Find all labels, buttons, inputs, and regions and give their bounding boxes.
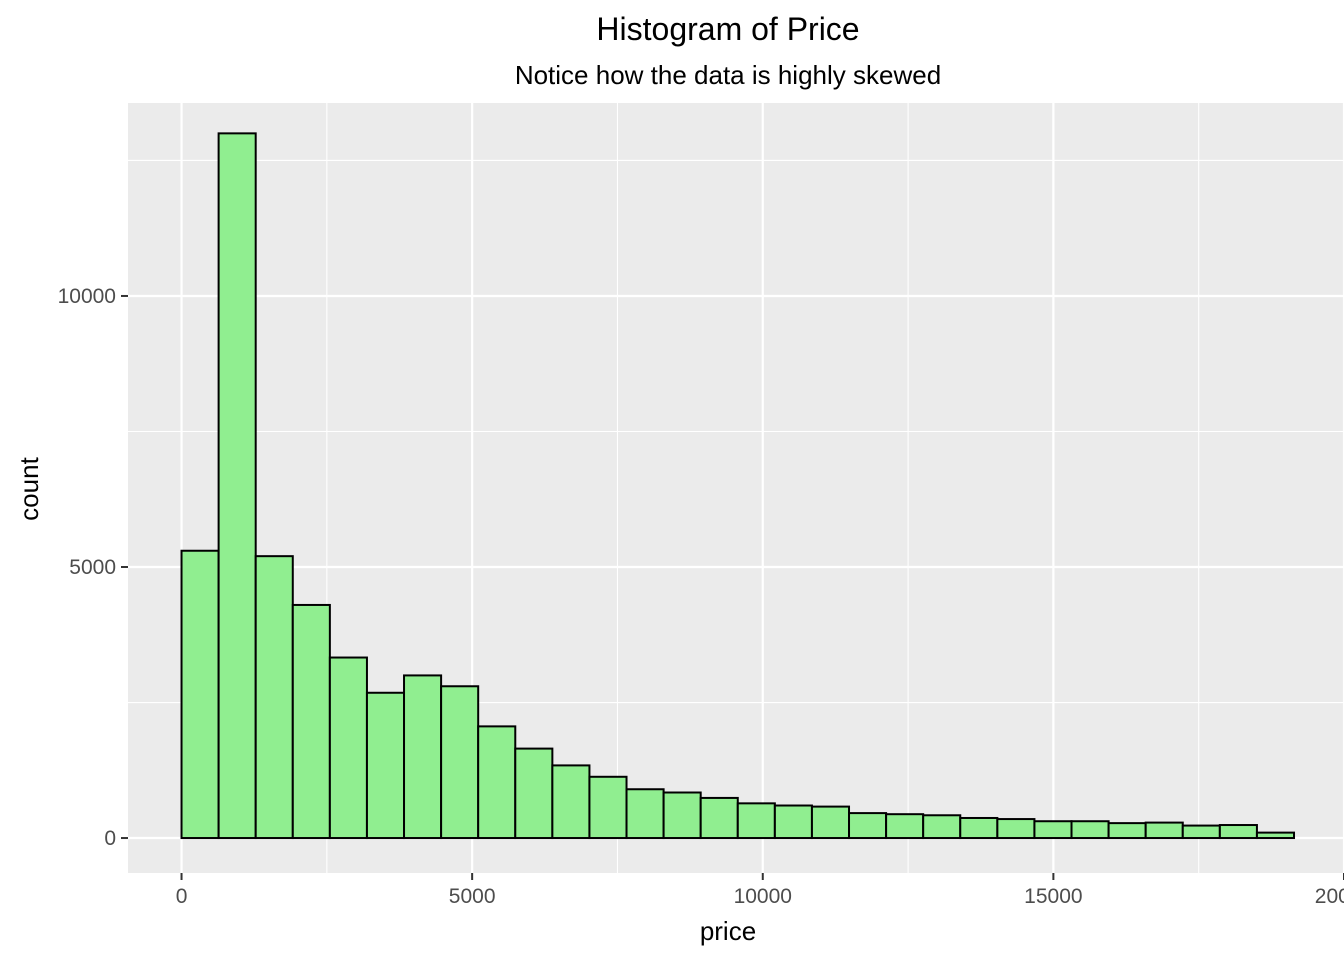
histogram-bar [328,656,368,840]
y-tick-label: 5000 [69,556,116,579]
histogram-bar [699,796,739,840]
histogram-bar [625,788,665,840]
y-tick-label: 0 [104,827,116,850]
histogram-bar [922,814,962,840]
histogram-bar [403,674,443,840]
histogram-bar [848,812,888,840]
histogram-bar [180,549,220,840]
histogram-bar [773,804,813,840]
histogram-bar [959,816,999,840]
histogram-bar [1070,820,1110,840]
histogram-bar [1144,821,1184,840]
histogram-bars [180,132,1296,840]
histogram-bar [1033,820,1073,840]
histogram-bar [217,132,257,840]
y-tick-label: 10000 [58,285,116,308]
histogram-bar [1255,831,1296,840]
chart-title: Histogram of Price [596,11,859,47]
histogram-bar [885,813,925,840]
histogram-bar [1181,824,1221,840]
y-axis-title: count [14,456,44,520]
histogram-bar [514,747,554,840]
x-axis-title: price [700,916,756,946]
histogram-bar [588,775,628,840]
x-tick-label: 10000 [734,885,792,908]
histogram-bar [996,818,1036,840]
histogram-bar [551,764,591,840]
x-tick-label: 20000 [1315,885,1344,908]
y-axis: 0 5000 10000 [58,285,128,850]
histogram-bar [477,725,517,840]
histogram-bar [440,685,480,840]
histogram-bar [365,691,406,840]
histogram-bar [662,791,702,840]
histogram-bar [1107,822,1147,840]
histogram-bar [254,555,294,840]
histogram-bar [1218,824,1258,840]
x-tick-label: 0 [176,885,188,908]
histogram-bar [291,603,331,840]
histogram-bar [810,805,851,840]
x-tick-label: 5000 [449,885,496,908]
x-tick-label: 15000 [1024,885,1082,908]
chart-subtitle: Notice how the data is highly skewed [515,60,941,90]
histogram-bar [736,802,776,840]
x-axis: 0 5000 10000 15000 20000 [176,873,1344,908]
